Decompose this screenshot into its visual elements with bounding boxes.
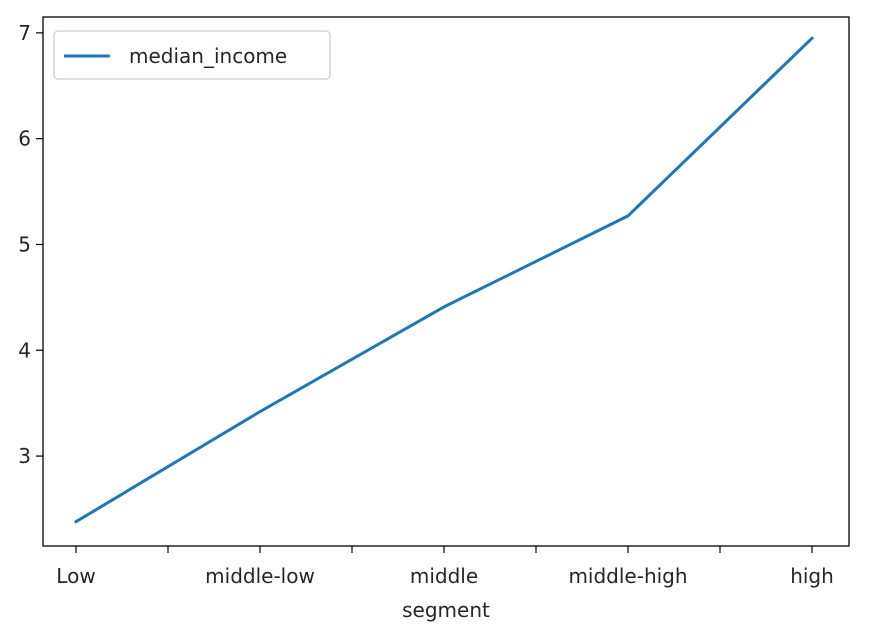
legend-entry-median-income: median_income	[129, 44, 287, 68]
x-tick-label: high	[790, 564, 834, 588]
series-line-median-income	[73, 36, 815, 524]
x-axis-ticks: Low middle-low middle middle-high high	[56, 546, 834, 588]
x-tick-label: middle-high	[568, 564, 687, 588]
plot-area-frame	[42, 16, 850, 547]
legend-box	[53, 30, 331, 80]
x-axis-label: segment	[402, 598, 490, 622]
y-tick-label: 6	[18, 127, 31, 151]
x-tick-label: Low	[56, 564, 95, 588]
series-layer	[73, 36, 815, 524]
y-tick-label: 3	[18, 444, 31, 468]
y-tick-label: 4	[18, 338, 31, 362]
y-axis-ticks: 3 4 5 6 7	[18, 21, 43, 468]
y-tick-label: 5	[18, 232, 31, 256]
legend: median_income	[53, 30, 331, 80]
x-tick-label: middle-low	[205, 564, 315, 588]
y-tick-label: 7	[18, 21, 31, 45]
x-tick-label: middle	[410, 564, 478, 588]
